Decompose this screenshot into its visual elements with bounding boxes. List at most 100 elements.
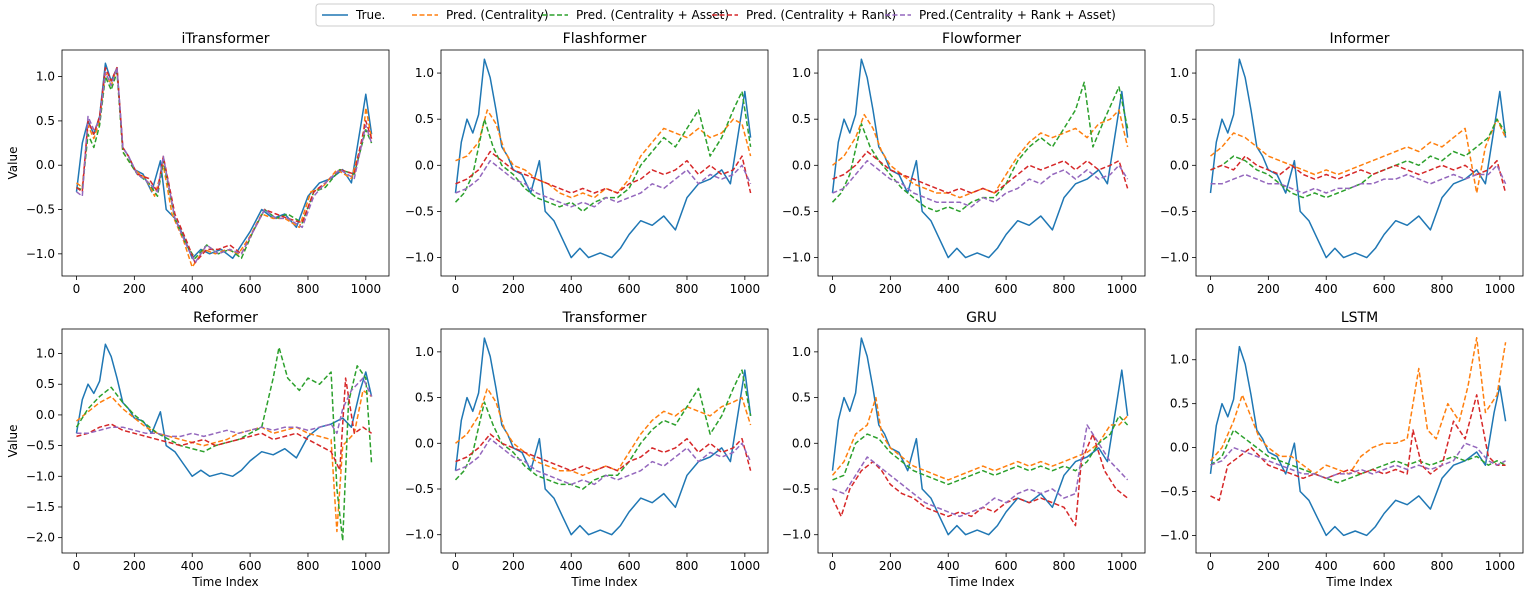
lstm-series-pred-centrality-rank	[1210, 394, 1506, 502]
informer-series-true	[1209, 58, 1507, 259]
reformer-ytick-label: −1.5	[26, 500, 55, 514]
informer-xtick-label: 800	[1431, 282, 1454, 296]
gru-xtick-label: 400	[937, 559, 960, 573]
itransformer-series-pred-centrality-asset	[76, 71, 373, 260]
flowformer-series-group	[831, 58, 1129, 259]
flowformer-plot-area	[818, 50, 1145, 276]
gru-ytick-label: −0.5	[782, 482, 811, 496]
gru-title: GRU	[966, 310, 997, 326]
flowformer-title: Flowformer	[942, 31, 1021, 47]
flowformer-series-pred-centrality-rank	[832, 150, 1129, 194]
transformer-series-group	[454, 337, 752, 536]
informer-xtick-label: 400	[1315, 282, 1338, 296]
itransformer-ytick-label: −1.0	[26, 247, 55, 261]
lstm-xtick-label: 600	[1373, 559, 1396, 573]
informer-series-group	[1209, 58, 1507, 259]
itransformer-title: iTransformer	[182, 31, 270, 47]
informer-axes-frame	[1195, 49, 1524, 277]
reformer-series-pred-centrality-rank-asset	[76, 377, 373, 438]
flowformer-ytick-label: 1.0	[792, 66, 811, 80]
lstm-ytick-label: 1.0	[1170, 353, 1189, 367]
transformer-xtick-label: 400	[560, 559, 583, 573]
itransformer-series-pred-centrality-rank-asset	[76, 66, 373, 264]
transformer-series-pred-centrality-asset	[454, 369, 752, 490]
reformer-title: Reformer	[193, 310, 258, 326]
itransformer-xtick-label: 0	[73, 282, 81, 296]
informer-ytick-label: −1.0	[1160, 251, 1189, 265]
flashformer-series-group	[454, 58, 752, 259]
itransformer-xtick-label: 800	[297, 282, 320, 296]
legend-frame	[315, 3, 1215, 27]
legend-label-pred-centrality-asset: Pred. (Centrality + Asset)	[576, 8, 729, 22]
flowformer-axes-frame	[817, 49, 1146, 277]
informer-series-pred-centrality-rank	[1210, 155, 1507, 194]
reformer-ytick-label: −2.0	[26, 531, 55, 545]
flashformer-title: Flashformer	[563, 31, 647, 47]
transformer-axes-frame	[440, 328, 769, 554]
reformer-xtick-label: 200	[123, 559, 146, 573]
informer-series-pred-centrality-asset	[1210, 118, 1507, 199]
gru-ytick-label: 1.0	[792, 345, 811, 359]
itransformer-series-group	[75, 62, 373, 268]
flashformer-axes-frame	[440, 49, 769, 277]
itransformer-axes-frame	[61, 49, 390, 277]
panel-itransformer: 0 200 400 600 800 1000 −1.0 −0.5 0.0 0.5 1.0 iTrans…	[6, 31, 390, 296]
lstm-series-pred-centrality	[1209, 337, 1507, 475]
gru-xlabel: Time Index	[947, 575, 1014, 589]
reformer-series-pred-centrality-asset	[75, 346, 373, 542]
flowformer-ytick-label: −0.5	[782, 204, 811, 218]
flowformer-xtick-label: 800	[1053, 282, 1076, 296]
itransformer-series-pred-centrality-rank	[76, 66, 373, 264]
transformer-xtick-label: 800	[676, 559, 699, 573]
transformer-ytick-label: 0.5	[415, 391, 434, 405]
flashformer-xtick-label: 200	[502, 282, 525, 296]
flowformer-ytick-label: −1.0	[782, 251, 811, 265]
flashformer-plot-area	[441, 50, 768, 276]
transformer-series-pred-centrality-rank	[455, 433, 752, 472]
reformer-ytick-label: 0.0	[36, 408, 55, 422]
lstm-series-group	[1209, 337, 1507, 537]
transformer-series-pred-centrality-rank-asset	[455, 437, 752, 486]
itransformer-xtick-label: 600	[239, 282, 262, 296]
flowformer-series-pred-centrality	[832, 109, 1129, 199]
flowformer-xtick-label: 200	[879, 282, 902, 296]
reformer-ytick-label: −0.5	[26, 439, 55, 453]
flowformer-series-pred-centrality-asset	[831, 81, 1129, 213]
reformer-xtick-label: 1000	[351, 559, 382, 573]
flashformer-xtick-label: 1000	[730, 282, 761, 296]
flowformer-ytick-label: 0.0	[792, 158, 811, 172]
lstm-xtick-label: 400	[1315, 559, 1338, 573]
lstm-ytick-label: −0.5	[1160, 485, 1189, 499]
informer-ytick-label: 0.5	[1170, 112, 1189, 126]
informer-ytick-label: 0.0	[1170, 158, 1189, 172]
reformer-axes-frame	[61, 328, 390, 554]
gru-xtick-label: 200	[879, 559, 902, 573]
legend-label-pred-centrality-rank-asset: Pred.(Centrality + Rank + Asset)	[919, 8, 1116, 22]
legend-label-pred-centrality-rank: Pred. (Centrality + Rank)	[746, 8, 896, 22]
flowformer-ytick-label: 0.5	[792, 112, 811, 126]
gru-series-pred-centrality-asset	[832, 415, 1129, 486]
panel-gru: 0 200 400 600 800 1000 −1.0 −0.5 0.0 0.5 1.0 GRU Tim…	[782, 310, 1146, 589]
gru-axes-frame	[817, 328, 1146, 554]
flashformer-ytick-label: −1.0	[405, 251, 434, 265]
reformer-ytick-label: 0.5	[36, 377, 55, 391]
lstm-ytick-label: 0.0	[1170, 441, 1189, 455]
gru-ytick-label: 0.5	[792, 391, 811, 405]
flowformer-xtick-label: 400	[937, 282, 960, 296]
gru-xtick-label: 600	[995, 559, 1018, 573]
lstm-xlabel: Time Index	[1325, 575, 1392, 589]
gru-series-pred-centrality-rank-asset	[832, 424, 1129, 518]
flashformer-ytick-label: −0.5	[405, 204, 434, 218]
reformer-ylabel: Value	[6, 425, 20, 458]
informer-series-pred-centrality-rank-asset	[1210, 164, 1507, 194]
itransformer-xtick-label: 1000	[351, 282, 382, 296]
gru-xtick-label: 0	[829, 559, 837, 573]
transformer-xtick-label: 600	[618, 559, 641, 573]
gru-xtick-label: 1000	[1107, 559, 1138, 573]
transformer-xtick-label: 200	[502, 559, 525, 573]
gru-series-group	[831, 337, 1129, 536]
flashformer-ytick-label: 1.0	[415, 66, 434, 80]
reformer-xtick-label: 0	[73, 559, 81, 573]
reformer-ytick-label: 1.0	[36, 347, 55, 361]
